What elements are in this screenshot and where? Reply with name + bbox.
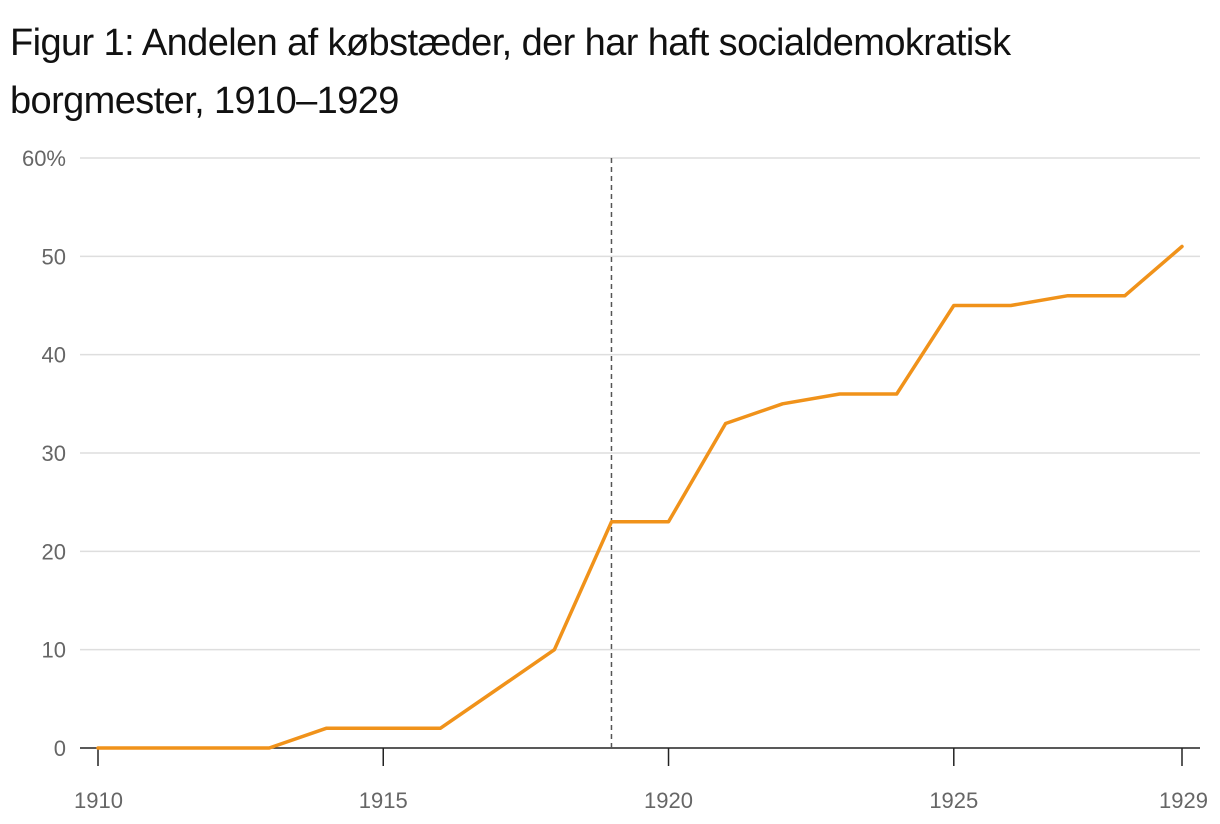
y-tick-label: 60% xyxy=(22,146,66,171)
x-tick-label: 1910 xyxy=(74,788,123,813)
y-tick-label: 10 xyxy=(42,638,66,663)
y-tick-label: 50 xyxy=(42,244,66,269)
chart-title: Figur 1: Andelen af købstæder, der har h… xyxy=(10,22,1011,122)
series-layer xyxy=(96,244,1184,750)
x-tick-label: 1925 xyxy=(929,788,978,813)
y-tick-label: 40 xyxy=(42,343,66,368)
y-tick-label: 30 xyxy=(42,441,66,466)
y-axis-tick-labels: 0 10 20 30 40 50 60% xyxy=(22,146,66,761)
x-axis: 1910 1915 1920 1925 1929 xyxy=(74,747,1208,813)
x-tick-label: 1915 xyxy=(359,788,408,813)
x-tick-label: 1929 xyxy=(1159,788,1208,813)
x-tick-label: 1920 xyxy=(644,788,693,813)
y-tick-label: 0 xyxy=(54,736,66,761)
gridlines xyxy=(80,157,1200,651)
series-line xyxy=(96,244,1184,750)
y-tick-label: 20 xyxy=(42,539,66,564)
